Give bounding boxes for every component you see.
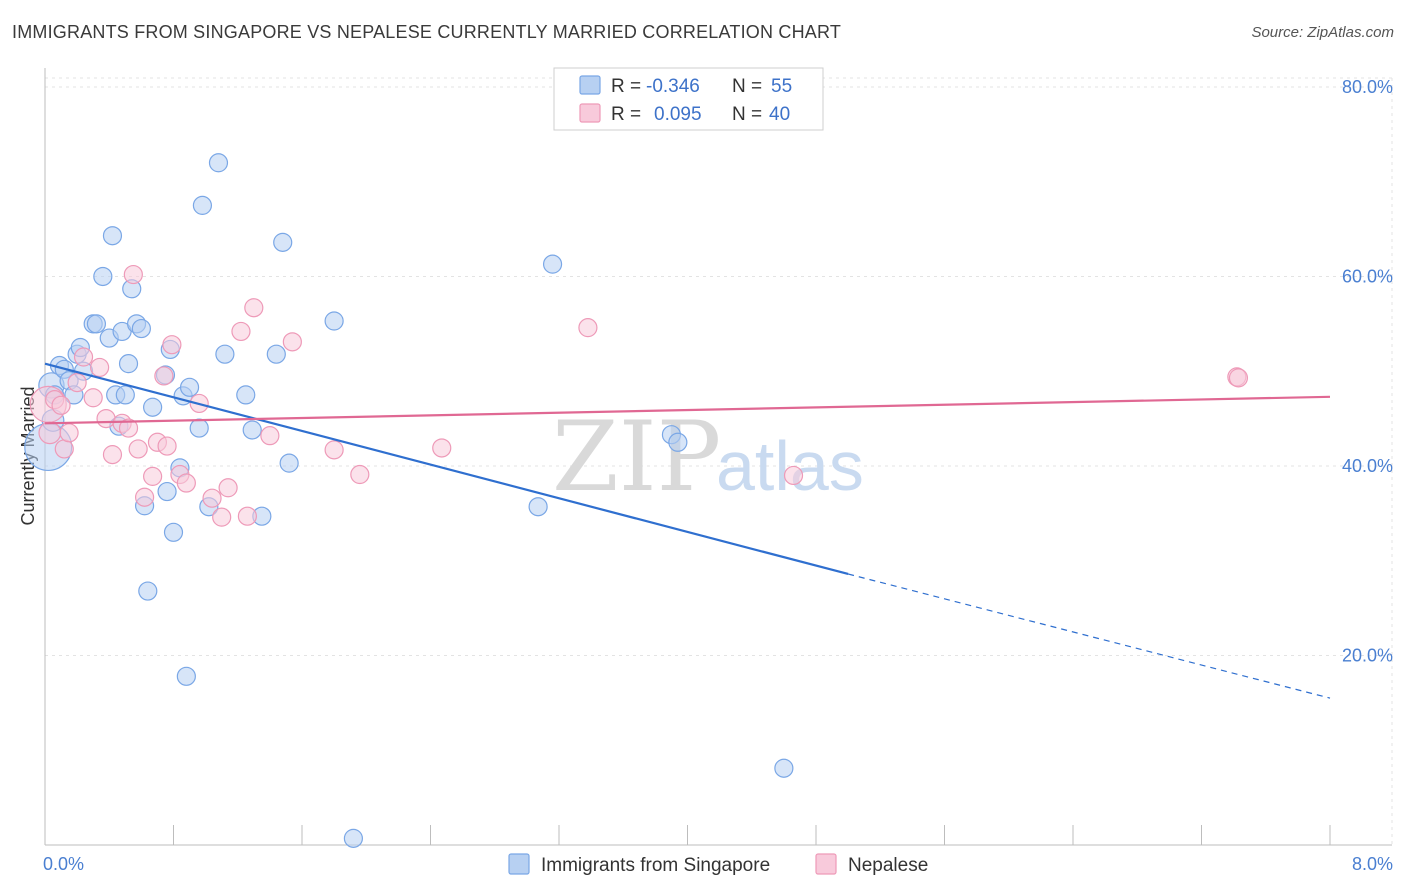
watermark-zip: ZIP <box>552 401 721 513</box>
nepalese-point <box>324 440 344 460</box>
nepalese-point <box>123 264 143 285</box>
nepalese-point <box>118 418 139 438</box>
scatter-points <box>24 153 1249 848</box>
nepalese-point <box>282 332 302 352</box>
singapore-point <box>279 453 299 473</box>
singapore-point <box>176 666 196 686</box>
nepalese-point <box>73 347 94 367</box>
series-legend-swatch-singapore <box>508 853 530 875</box>
singapore-point <box>208 153 229 173</box>
nepalese-point <box>162 335 182 355</box>
nepalese-point <box>134 487 155 507</box>
singapore-point <box>102 226 123 246</box>
singapore-point <box>273 232 293 252</box>
nepalese-point <box>83 388 103 408</box>
nepalese-point <box>350 464 370 485</box>
singapore-point <box>115 385 135 405</box>
nepalese-point <box>260 426 280 446</box>
series-legend-label-nepalese: Nepalese <box>848 855 928 876</box>
legend-n-value-nepalese: 40 <box>769 104 790 125</box>
grid-lines <box>45 77 1393 845</box>
series-legend-swatch-nepalese <box>815 853 837 875</box>
singapore-point <box>266 344 286 364</box>
watermark-atlas: atlas <box>716 427 864 505</box>
nepalese-point <box>90 357 110 378</box>
nepalese-point <box>38 421 62 445</box>
y-tick-label: 20.0% <box>1342 645 1393 665</box>
nepalese-point <box>67 372 87 393</box>
nepalese-point <box>578 318 598 338</box>
nepalese-point <box>143 466 163 486</box>
legend-n-label-nepalese: N = <box>732 104 762 125</box>
y-tick-label: 40.0% <box>1342 456 1393 476</box>
singapore-point <box>542 254 563 274</box>
nepalese-point <box>54 439 74 459</box>
series-points-nepalese <box>29 264 1249 527</box>
nepalese-point <box>1228 368 1249 388</box>
nepalese-point <box>176 473 196 493</box>
singapore-point <box>93 266 113 287</box>
x-tick-label-max: 8.0% <box>1352 854 1393 874</box>
singapore-point <box>189 418 209 438</box>
singapore-trend-line <box>44 362 849 576</box>
legend-swatch-nepalese <box>579 103 601 123</box>
singapore-point <box>143 397 163 417</box>
legend-n-value-singapore: 55 <box>771 76 792 97</box>
singapore-point <box>118 354 139 374</box>
nepalese-point <box>59 423 79 443</box>
singapore-point <box>163 522 184 542</box>
legend-r-label-nepalese: R = <box>611 104 641 125</box>
legend-swatch-singapore <box>579 75 601 95</box>
nepalese-point <box>128 439 148 459</box>
legend-r-value-nepalese: 0.095 <box>654 104 702 125</box>
trend-lines <box>44 362 1331 699</box>
singapore-point <box>343 828 363 848</box>
legend-r-value-singapore: -0.346 <box>646 76 700 97</box>
nepalese-point <box>244 298 264 318</box>
singapore-point <box>215 344 235 364</box>
y-tick-label: 80.0% <box>1342 77 1393 97</box>
source-credit: Source: ZipAtlas.com <box>1251 24 1394 41</box>
legend-r-label-singapore: R = <box>611 76 641 97</box>
nepalese-trend-line <box>44 395 1331 425</box>
series-legend: Immigrants from Singapore Nepalese <box>508 853 928 876</box>
y-tick-labels: 20.0% 40.0% 60.0% 80.0% <box>1342 77 1393 666</box>
singapore-point <box>528 497 548 517</box>
singapore-point <box>86 314 107 334</box>
singapore-point <box>668 432 688 452</box>
singapore-point <box>192 195 213 215</box>
singapore-point <box>242 420 262 440</box>
nepalese-point <box>102 445 123 465</box>
singapore-trend-extension <box>847 573 1331 699</box>
singapore-point <box>236 385 256 405</box>
series-legend-label-singapore: Immigrants from Singapore <box>541 855 770 876</box>
singapore-point <box>324 311 344 331</box>
x-tick-label-min: 0.0% <box>43 854 84 874</box>
nepalese-point <box>783 465 804 486</box>
nepalese-point <box>96 408 116 429</box>
nepalese-point <box>154 366 174 386</box>
nepalese-point <box>51 395 71 415</box>
nepalese-point <box>212 507 232 527</box>
x-tick-labels: 0.0% 8.0% <box>43 854 1393 874</box>
chart-title: IMMIGRANTS FROM SINGAPORE VS NEPALESE CU… <box>12 22 842 42</box>
nepalese-point <box>218 478 238 498</box>
singapore-point <box>157 481 177 502</box>
nepalese-point <box>157 436 177 456</box>
singapore-point <box>179 377 200 397</box>
nepalese-point <box>237 506 257 526</box>
nepalese-point <box>202 488 222 508</box>
legend-n-label-singapore: N = <box>732 76 762 97</box>
nepalese-point <box>231 321 251 342</box>
y-tick-label: 60.0% <box>1342 266 1393 286</box>
nepalese-point <box>432 438 452 458</box>
singapore-point <box>131 318 151 339</box>
singapore-point <box>774 758 794 778</box>
singapore-point <box>138 581 158 601</box>
correlation-legend: R = -0.346 N = 55 R = 0.095 N = 40 <box>553 67 824 131</box>
